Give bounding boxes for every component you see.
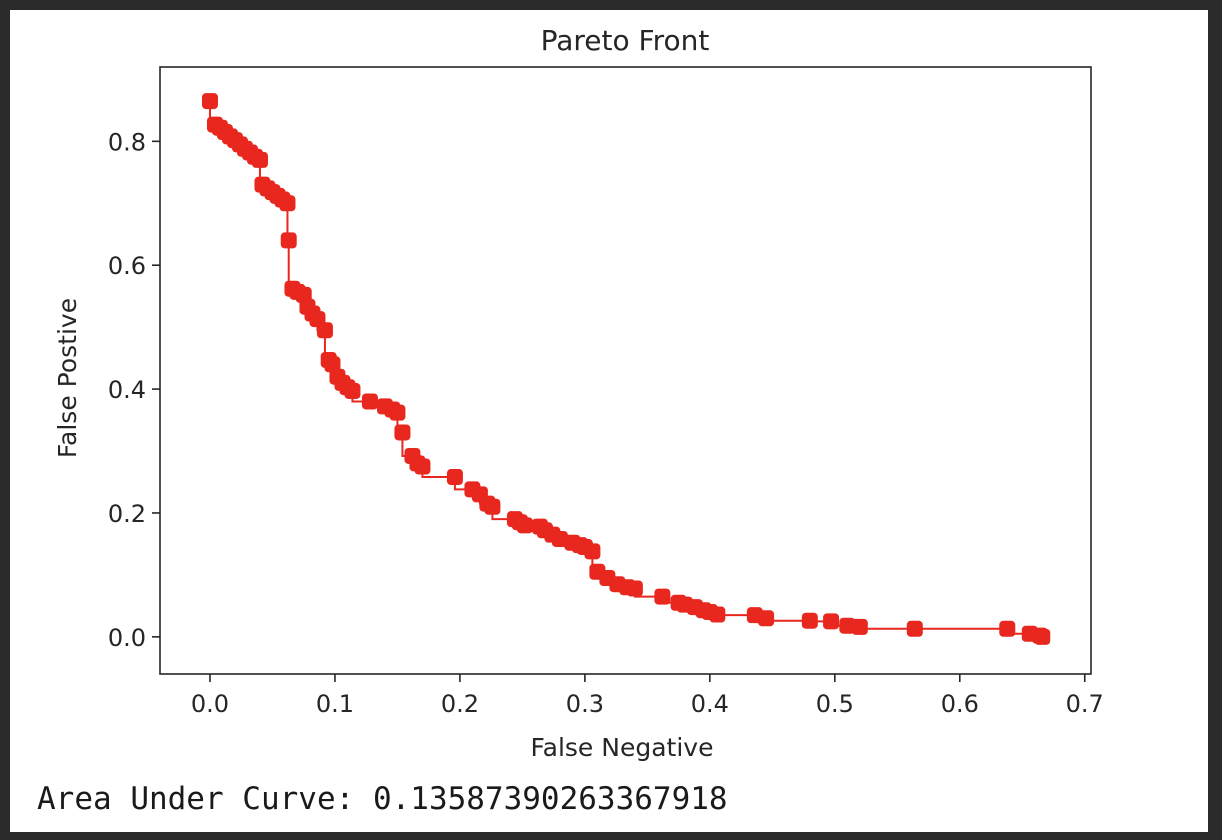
x-tick-label: 0.3	[566, 690, 604, 718]
data-point-marker	[280, 232, 297, 249]
y-tick-label: 0.4	[108, 376, 146, 404]
data-point-marker	[344, 382, 361, 399]
chart-title: Pareto Front	[541, 24, 710, 57]
pareto-front-chart: 0.0 0.1 0.2 0.3 0.4 0.5 0.6 0.7 0.0 0.2 0.4 0.6 0.8…	[53, 24, 1104, 762]
auc-output-text: Area Under Curve: 0.13587390263367918	[37, 781, 728, 817]
data-point-marker	[999, 620, 1016, 637]
y-tick-label: 0.8	[108, 128, 146, 156]
data-point-marker	[516, 517, 533, 534]
x-tick-label: 0.2	[441, 690, 479, 718]
data-point-marker	[758, 610, 775, 627]
data-point-marker	[251, 151, 268, 168]
y-tick-label: 0.2	[108, 500, 146, 528]
data-point-marker	[394, 424, 411, 441]
x-axis-label: False Negative	[531, 733, 714, 762]
x-tick-label: 0.4	[691, 690, 729, 718]
auc-value: 0.13587390263367918	[372, 781, 728, 817]
data-point-marker	[709, 606, 726, 623]
data-point-marker	[1034, 628, 1051, 645]
data-point-marker	[414, 458, 431, 475]
x-tick-label: 0.1	[316, 690, 354, 718]
data-point-marker	[389, 404, 406, 421]
data-point-marker	[801, 612, 818, 629]
data-point-marker	[446, 469, 463, 486]
data-point-marker	[551, 530, 568, 547]
x-tick-label: 0.0	[191, 690, 229, 718]
x-tick-label: 0.6	[941, 690, 979, 718]
data-point-marker	[906, 620, 923, 637]
data-point-marker	[361, 393, 378, 410]
data-point-marker	[201, 93, 218, 110]
data-point-marker	[851, 618, 868, 635]
y-tick-label: 0.6	[108, 252, 146, 280]
x-tick-label: 0.7	[1066, 690, 1104, 718]
axes-frame	[159, 66, 1092, 675]
y-axis-label: False Postive	[53, 298, 82, 458]
data-point-marker	[316, 322, 333, 339]
data-point-marker	[279, 195, 296, 212]
chart-marks	[201, 93, 1051, 645]
data-point-marker	[484, 498, 501, 515]
x-axis-ticks: 0.0 0.1 0.2 0.3 0.4 0.5 0.6 0.7	[191, 674, 1104, 718]
data-point-marker	[823, 613, 840, 630]
y-tick-label: 0.0	[108, 624, 146, 652]
y-axis-ticks: 0.0 0.2 0.4 0.6 0.8	[108, 128, 160, 652]
data-point-marker	[324, 356, 341, 373]
auc-label: Area Under Curve:	[37, 781, 355, 817]
data-point-marker	[584, 543, 601, 560]
data-point-marker	[654, 588, 671, 605]
data-point-marker	[839, 617, 856, 634]
notebook-output-frame: 0.0 0.1 0.2 0.3 0.4 0.5 0.6 0.7 0.0 0.2 0.4 0.6 0.8…	[10, 10, 1208, 832]
data-point-marker	[626, 580, 643, 597]
x-tick-label: 0.5	[816, 690, 854, 718]
